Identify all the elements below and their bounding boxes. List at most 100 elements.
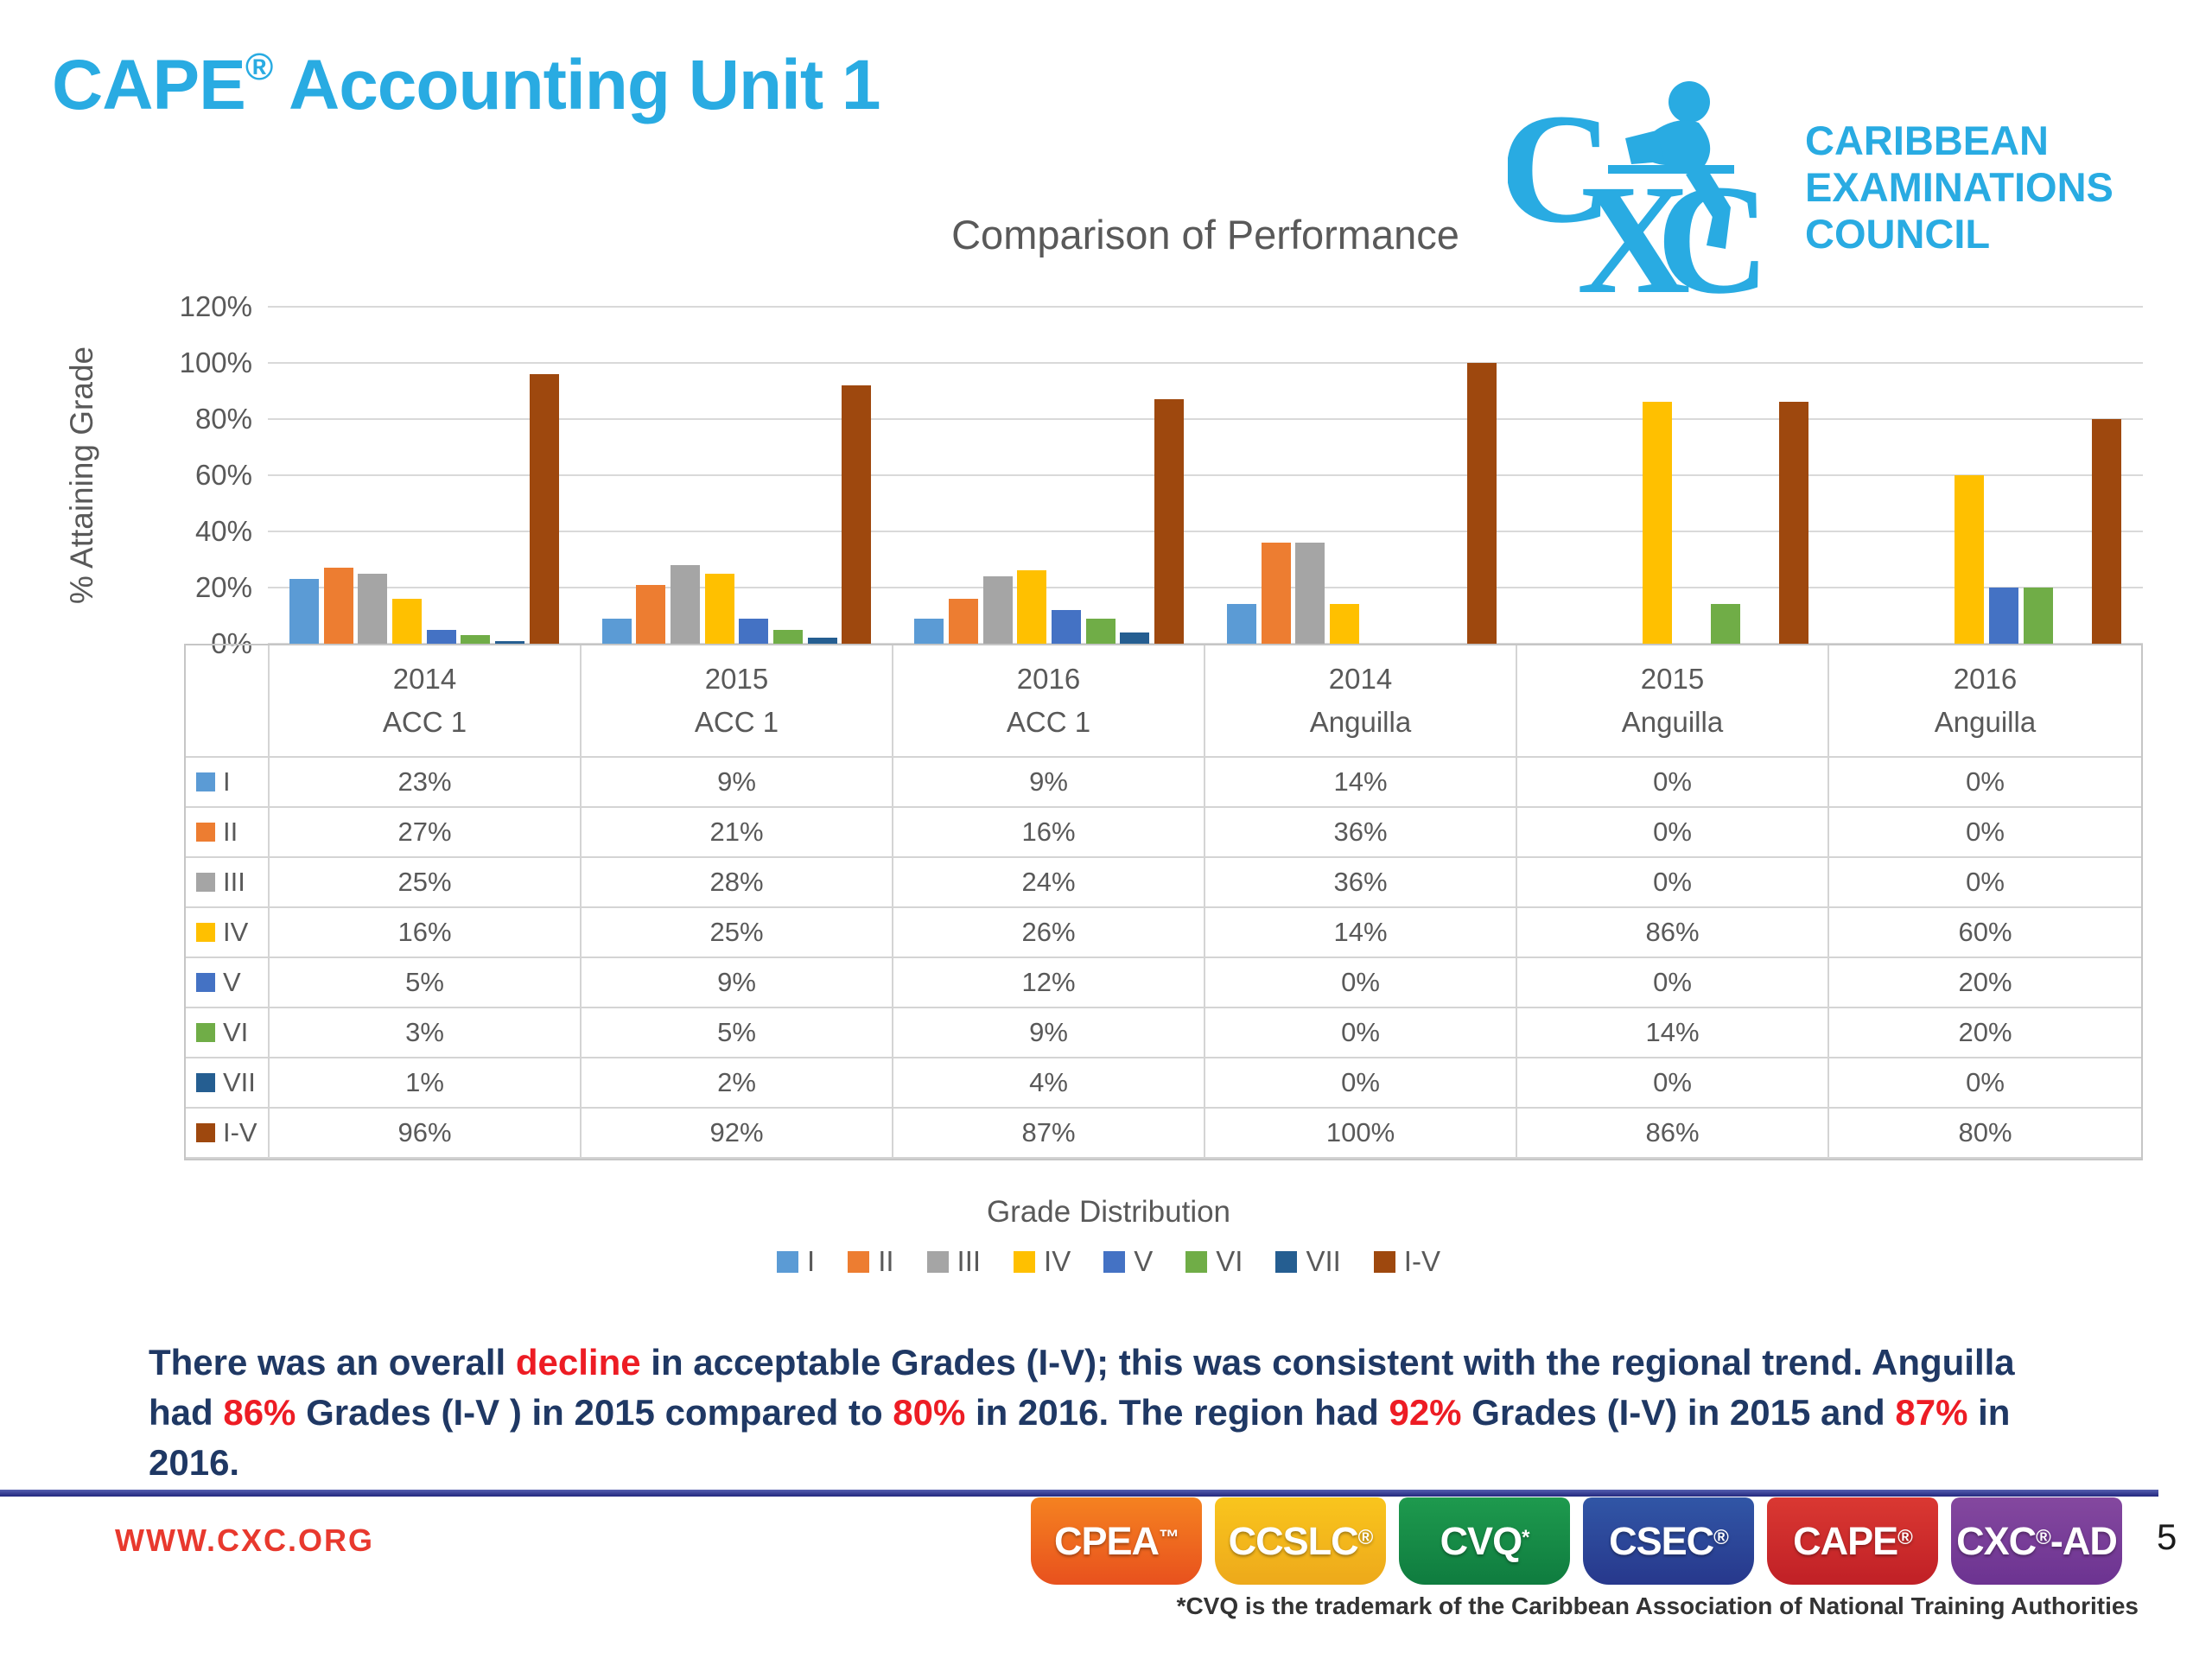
qualification-badges: CPEA ™ CCSLC ® CVQ * CSEC ® CAPE ® CXC ® -AD (1031, 1497, 2122, 1585)
y-tick-label: 80% (194, 403, 252, 435)
logo-org-line: EXAMINATIONS (1805, 164, 2113, 210)
table-value-cell: 16% (270, 908, 582, 958)
y-tick-label: 20% (194, 571, 252, 603)
table-value-cell: 25% (582, 908, 893, 958)
table-row-key: VI (186, 1008, 270, 1058)
series-label: IV (223, 917, 249, 947)
table-value-cell: 100% (1205, 1109, 1517, 1159)
bar-grade-II (949, 599, 978, 644)
gridline (268, 474, 2143, 476)
svg-text:C: C (1508, 82, 1612, 256)
bar-grade-III (983, 576, 1013, 644)
table-value-cell: 21% (582, 808, 893, 858)
bar-grade-III (671, 565, 700, 644)
table-value-cell: 1% (270, 1058, 582, 1109)
commentary-text: in (1967, 1392, 2011, 1433)
bar-grade-I-V (842, 385, 871, 644)
legend-item: II (848, 1245, 894, 1278)
table-header-name: Anguilla (1309, 706, 1412, 738)
bar-grade-IV (1330, 604, 1359, 644)
commentary-highlight: decline (515, 1342, 641, 1382)
bar-grade-I (602, 619, 632, 644)
table-value-cell: 5% (270, 958, 582, 1008)
table-value-cell: 36% (1205, 808, 1517, 858)
series-label: V (223, 967, 241, 997)
table-row-key: V (186, 958, 270, 1008)
table-header-cell: 2015 ACC 1 (582, 645, 893, 758)
commentary-text: Grades (I-V) in 2015 and (1461, 1392, 1896, 1433)
commentary-text: There was an overall (149, 1342, 516, 1382)
bar-grade-V (739, 619, 768, 644)
logo-org-line: CARIBBEAN (1805, 118, 2049, 163)
table-row-key: II (186, 808, 270, 858)
table-header-name: ACC 1 (694, 706, 779, 738)
svg-text:X: X (1577, 153, 1690, 299)
table-value-cell: 92% (582, 1109, 893, 1159)
table-value-cell: 0% (1517, 1058, 1829, 1109)
commentary: There was an overall decline in acceptab… (149, 1338, 2136, 1488)
table-value-cell: 80% (1829, 1109, 2141, 1159)
bar-grade-II (636, 585, 665, 644)
table-header-cell: 2015 Anguilla (1517, 645, 1829, 758)
commentary-text: in acceptable Grades (I-V); this was con… (640, 1342, 2015, 1382)
table-value-cell: 96% (270, 1109, 582, 1159)
divider-line (0, 1490, 2158, 1497)
legend-swatch-icon (848, 1250, 870, 1273)
website-text: WWW.CXC.ORG (115, 1522, 374, 1558)
badge-cpea: CPEA ™ (1031, 1497, 1202, 1585)
series-swatch-icon (196, 973, 215, 992)
bar-grade-II (324, 568, 353, 644)
commentary-text: 2016. (149, 1442, 240, 1483)
cxc-logo-mark: C X C (1508, 81, 1770, 299)
series-swatch-icon (196, 923, 215, 942)
legend-label: III (957, 1245, 982, 1277)
legend-swatch-icon (1275, 1250, 1298, 1273)
table-value-cell: 2% (582, 1058, 893, 1109)
commentary-text: had (149, 1392, 224, 1433)
table-value-cell: 28% (582, 858, 893, 908)
table-header-year: 2015 (704, 663, 769, 695)
table-header-name: ACC 1 (382, 706, 467, 738)
chart-title: Comparison of Performance (951, 212, 1459, 257)
cxc-logo: C X C CARIBBEAN EXAMINATIONS COUNCIL (1508, 71, 2164, 304)
table-value-cell: 20% (1829, 958, 2141, 1008)
bar-grade-IV (1955, 475, 1984, 644)
table-header-year: 2014 (392, 663, 457, 695)
bar-grade-IV (392, 599, 422, 644)
cxc-logo-text: CARIBBEAN EXAMINATIONS COUNCIL (1805, 118, 2113, 257)
gridline (268, 306, 2143, 308)
legend-label: IV (1044, 1245, 1071, 1277)
bar-grade-IV (1017, 570, 1046, 644)
series-swatch-icon (196, 772, 215, 791)
table-value-cell: 25% (270, 858, 582, 908)
badge-cxc: CXC ® -AD (1951, 1497, 2122, 1585)
table-value-cell: 5% (582, 1008, 893, 1058)
series-swatch-icon (196, 823, 215, 842)
plot-area (268, 306, 2143, 645)
commentary-text: in 2016. The region had (965, 1392, 1389, 1433)
table-value-cell: 20% (1829, 1008, 2141, 1058)
registered-trademark-icon: ® (245, 45, 273, 88)
table-value-cell: 87% (893, 1109, 1205, 1159)
legend-swatch-icon (1103, 1250, 1126, 1273)
legend-item: IV (1014, 1245, 1071, 1278)
bar-grade-V (1989, 588, 2018, 644)
legend-label: V (1134, 1245, 1154, 1277)
bar-grade-VI (2024, 588, 2053, 644)
badge-cvq: CVQ * (1399, 1497, 1570, 1585)
legend-label: I-V (1403, 1245, 1440, 1277)
bar-grade-VII (808, 638, 837, 644)
table-value-cell: 0% (1829, 1058, 2141, 1109)
title-text: CAPE (52, 46, 246, 124)
table-value-cell: 14% (1517, 1008, 1829, 1058)
table-value-cell: 27% (270, 808, 582, 858)
table-value-cell: 0% (1517, 808, 1829, 858)
bar-grade-II (1262, 543, 1291, 644)
legend-item: III (926, 1245, 982, 1278)
series-swatch-icon (196, 1123, 215, 1142)
table-row-key: I (186, 758, 270, 808)
commentary-line: had 86% Grades (I-V ) in 2015 compared t… (149, 1388, 2136, 1438)
table-value-cell: 26% (893, 908, 1205, 958)
series-label: II (223, 817, 238, 847)
y-axis-label: % Attaining Grade (64, 346, 99, 605)
